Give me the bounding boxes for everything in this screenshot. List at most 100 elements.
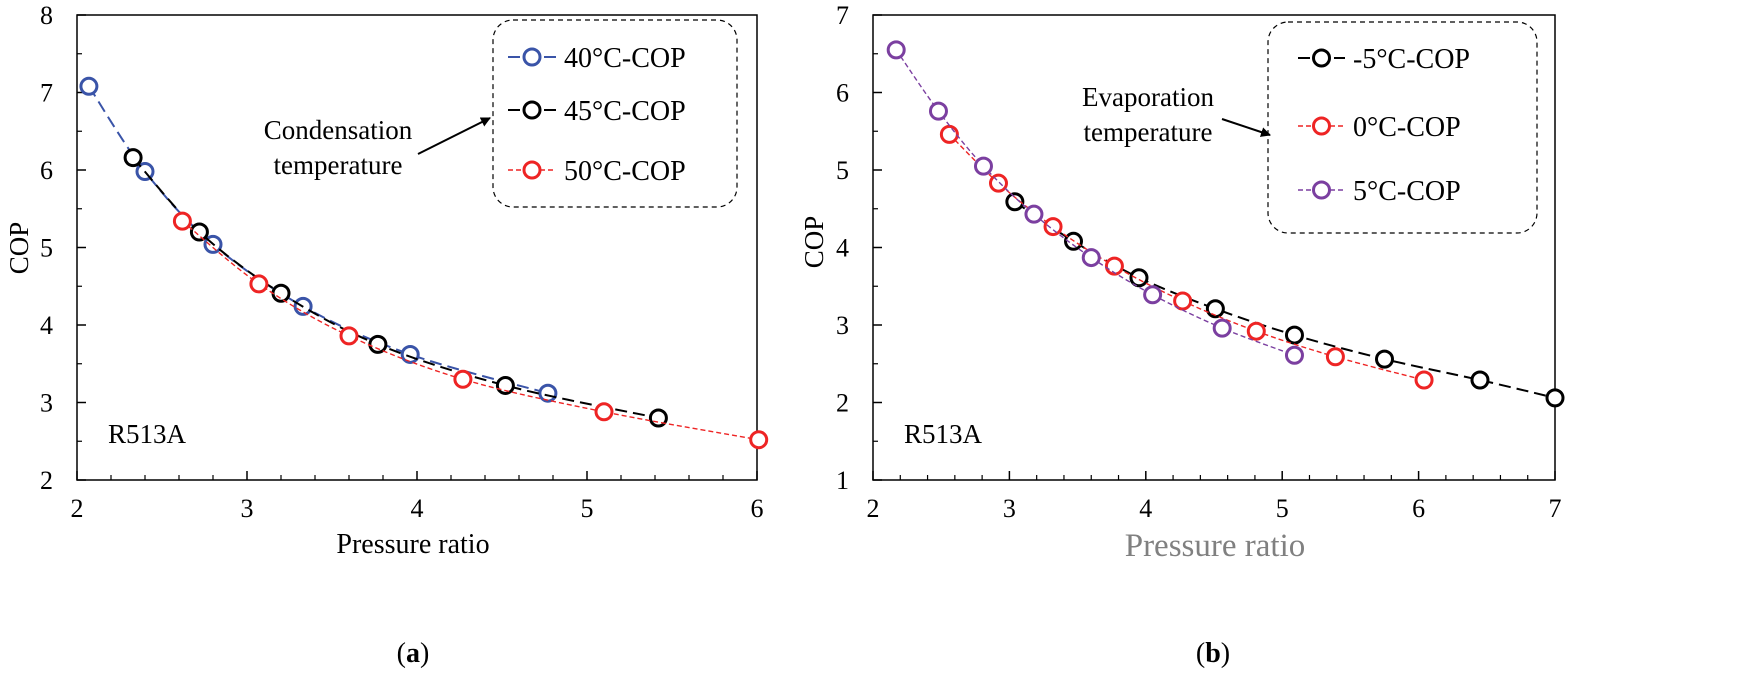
data-point — [1325, 347, 1345, 367]
data-point — [1173, 291, 1193, 311]
y-tick-label: 3 — [836, 311, 849, 340]
data-point — [1284, 325, 1304, 345]
data-point — [1545, 388, 1565, 408]
panel-label: (b) — [1196, 638, 1230, 669]
x-tick-label: 4 — [411, 494, 424, 523]
data-point — [1005, 192, 1025, 212]
refrigerant-label: R513A — [904, 419, 983, 449]
data-point — [1284, 345, 1304, 365]
chart-panel-a: 2 3 4 5 6 2 3 4 5 6 7 8 40°C-COP 45°C-COP 50°C-COP Cond… — [4, 1, 769, 669]
data-point — [928, 101, 948, 121]
legend-marker — [1312, 48, 1331, 68]
x-tick-label: 2 — [71, 494, 84, 523]
y-tick-label: 8 — [40, 1, 53, 30]
legend-marker — [522, 100, 542, 120]
data-point — [123, 148, 143, 168]
x-tick-label: 6 — [751, 494, 764, 523]
data-point — [1212, 318, 1232, 338]
legend-item: 0°C-COP — [1298, 112, 1461, 143]
y-tick-label: 5 — [40, 234, 53, 263]
data-point — [400, 344, 420, 364]
x-tick-label: 3 — [1003, 494, 1016, 523]
legend-label: 40°C-COP — [564, 43, 686, 74]
legend-item: -5°C-COP — [1298, 44, 1470, 75]
data-point — [1143, 285, 1163, 305]
x-axis-label: Pressure ratio — [336, 529, 489, 560]
data-point — [189, 222, 209, 242]
panel-label: (a) — [397, 638, 430, 669]
x-tick-label: 5 — [1276, 494, 1289, 523]
legend-label: 45°C-COP — [564, 96, 686, 127]
y-tick-label: 6 — [40, 156, 53, 185]
annotation-line-2: temperature — [1084, 117, 1213, 147]
series-line — [181, 220, 759, 441]
y-tick-label: 6 — [836, 79, 849, 108]
legend-marker — [1312, 180, 1331, 200]
legend-label: 50°C-COP — [564, 156, 686, 187]
legend-item: 45°C-COP — [508, 96, 686, 127]
legend-label: 0°C-COP — [1353, 112, 1461, 143]
annotation-arrow — [1221, 118, 1271, 137]
annotation-arrow — [417, 117, 491, 155]
legend-marker — [1312, 116, 1331, 136]
panel-letter: a — [406, 638, 420, 669]
data-point — [1414, 370, 1434, 390]
y-tick-label: 7 — [40, 79, 53, 108]
y-tick-label: 2 — [836, 389, 849, 418]
data-point — [939, 124, 959, 144]
legend-box — [1267, 21, 1538, 234]
annotation-line-1: Evaporation — [1082, 82, 1214, 112]
data-point — [1024, 204, 1044, 224]
refrigerant-label: R513A — [108, 419, 187, 449]
series-2 — [886, 40, 1304, 365]
data-point — [988, 173, 1008, 193]
data-point — [594, 402, 614, 422]
data-point — [1246, 321, 1266, 341]
data-point — [339, 326, 359, 346]
data-point — [1375, 349, 1394, 369]
data-point — [973, 156, 993, 176]
y-tick-label: 1 — [836, 466, 849, 495]
data-point — [1205, 299, 1225, 319]
y-tick-label: 4 — [40, 311, 53, 340]
y-tick-label: 2 — [40, 466, 53, 495]
x-tick-label: 3 — [241, 494, 254, 523]
legend: -5°C-COP 0°C-COP 5°C-COP — [1267, 21, 1538, 234]
chart-panel-b: 2 3 4 5 6 71234567-5°C-COP0°C-COP5°C-COPEvapo… — [799, 1, 1565, 669]
legend-label: -5°C-COP — [1353, 44, 1470, 75]
data-point — [368, 334, 388, 354]
data-point — [453, 369, 473, 389]
data-point — [1081, 248, 1101, 268]
data-point — [886, 40, 906, 60]
x-tick-label: 7 — [1549, 494, 1562, 523]
annotation-line-2: temperature — [274, 150, 403, 180]
y-tick-label: 5 — [836, 156, 849, 185]
data-point — [495, 375, 515, 395]
y-tick-label: 3 — [40, 389, 53, 418]
x-tick-label: 4 — [1139, 494, 1152, 523]
data-point — [249, 274, 269, 294]
data-point — [79, 76, 99, 96]
legend-item: 50°C-COP — [508, 156, 686, 187]
legend-marker — [522, 160, 542, 180]
data-point — [172, 211, 192, 231]
data-point — [1104, 256, 1124, 276]
x-tick-label: 6 — [1412, 494, 1425, 523]
data-point — [749, 430, 769, 450]
legend-label: 5°C-COP — [1353, 176, 1461, 207]
y-axis-label: COP — [4, 222, 34, 275]
data-point — [538, 383, 558, 403]
y-axis-label: COP — [799, 216, 829, 269]
x-axis-label: Pressure ratio — [1125, 528, 1306, 564]
legend-item: 5°C-COP — [1298, 176, 1461, 207]
y-tick-label: 7 — [836, 1, 849, 30]
legend: 40°C-COP 45°C-COP 50°C-COP — [492, 19, 738, 208]
annotation-line-1: Condensation — [264, 115, 413, 145]
x-tick-label: 2 — [867, 494, 880, 523]
data-point — [271, 283, 291, 303]
series-2 — [172, 211, 769, 450]
legend-marker — [522, 47, 542, 67]
y-tick-label: 4 — [836, 234, 849, 263]
data-point — [1470, 370, 1490, 390]
